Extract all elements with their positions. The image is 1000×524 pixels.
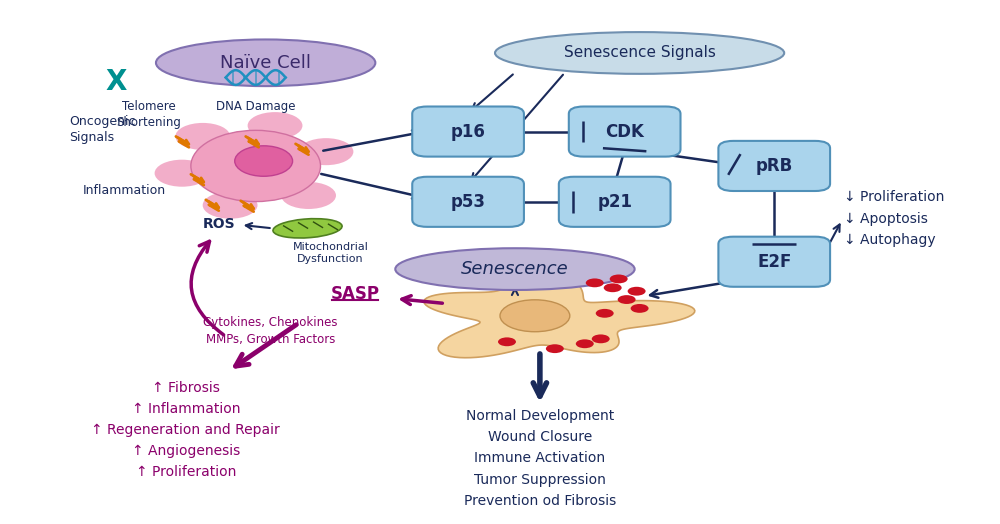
Text: DNA Damage: DNA Damage xyxy=(216,100,295,113)
Text: ROS: ROS xyxy=(202,217,235,231)
Ellipse shape xyxy=(155,160,209,187)
Text: X: X xyxy=(105,69,127,96)
FancyBboxPatch shape xyxy=(718,141,830,191)
Text: p16: p16 xyxy=(451,123,486,140)
Circle shape xyxy=(610,275,628,283)
FancyBboxPatch shape xyxy=(569,106,680,157)
FancyArrowPatch shape xyxy=(191,241,224,335)
Ellipse shape xyxy=(395,248,635,290)
Text: Mitochondrial
Dysfunction: Mitochondrial Dysfunction xyxy=(293,242,368,265)
Ellipse shape xyxy=(235,146,293,176)
Ellipse shape xyxy=(248,112,302,139)
Text: Telomere
Shortening: Telomere Shortening xyxy=(117,100,181,128)
Circle shape xyxy=(596,309,614,318)
Circle shape xyxy=(498,337,516,346)
FancyBboxPatch shape xyxy=(412,106,524,157)
Ellipse shape xyxy=(281,182,336,209)
Circle shape xyxy=(576,340,594,348)
Circle shape xyxy=(546,344,564,353)
Polygon shape xyxy=(424,275,695,358)
Ellipse shape xyxy=(175,123,230,150)
Ellipse shape xyxy=(495,32,784,74)
Circle shape xyxy=(618,295,636,304)
Text: Inflammation: Inflammation xyxy=(83,184,166,197)
Ellipse shape xyxy=(156,39,375,86)
Circle shape xyxy=(604,283,622,292)
Ellipse shape xyxy=(273,219,342,238)
Text: CDK: CDK xyxy=(605,123,644,140)
Text: Normal Development
Wound Closure
Immune Activation
Tumor Suppression
Prevention : Normal Development Wound Closure Immune … xyxy=(464,409,616,508)
Text: pRB: pRB xyxy=(756,157,793,175)
Ellipse shape xyxy=(203,192,258,219)
Text: Cytokines, Chenokines
MMPs, Growth Factors: Cytokines, Chenokines MMPs, Growth Facto… xyxy=(203,316,338,346)
Text: ↓ Proliferation
↓ Apoptosis
↓ Autophagy: ↓ Proliferation ↓ Apoptosis ↓ Autophagy xyxy=(844,190,944,247)
Text: Oncogenic
Signals: Oncogenic Signals xyxy=(69,115,136,144)
Circle shape xyxy=(586,278,604,287)
Text: p21: p21 xyxy=(597,193,632,211)
FancyBboxPatch shape xyxy=(718,237,830,287)
FancyBboxPatch shape xyxy=(412,177,524,227)
Text: E2F: E2F xyxy=(757,253,791,271)
Ellipse shape xyxy=(191,130,320,202)
Circle shape xyxy=(631,304,649,313)
Circle shape xyxy=(592,334,610,343)
Text: Senescence Signals: Senescence Signals xyxy=(564,46,716,60)
Text: Senescence: Senescence xyxy=(461,260,569,278)
Text: SASP: SASP xyxy=(331,285,380,303)
Circle shape xyxy=(628,287,646,296)
Text: Naïve Cell: Naïve Cell xyxy=(220,54,311,72)
Ellipse shape xyxy=(500,300,570,332)
FancyBboxPatch shape xyxy=(559,177,671,227)
Text: p53: p53 xyxy=(451,193,486,211)
Text: ↑ Fibrosis
↑ Inflammation
↑ Regeneration and Repair
↑ Angiogenesis
↑ Proliferati: ↑ Fibrosis ↑ Inflammation ↑ Regeneration… xyxy=(91,380,280,479)
Ellipse shape xyxy=(299,138,353,165)
